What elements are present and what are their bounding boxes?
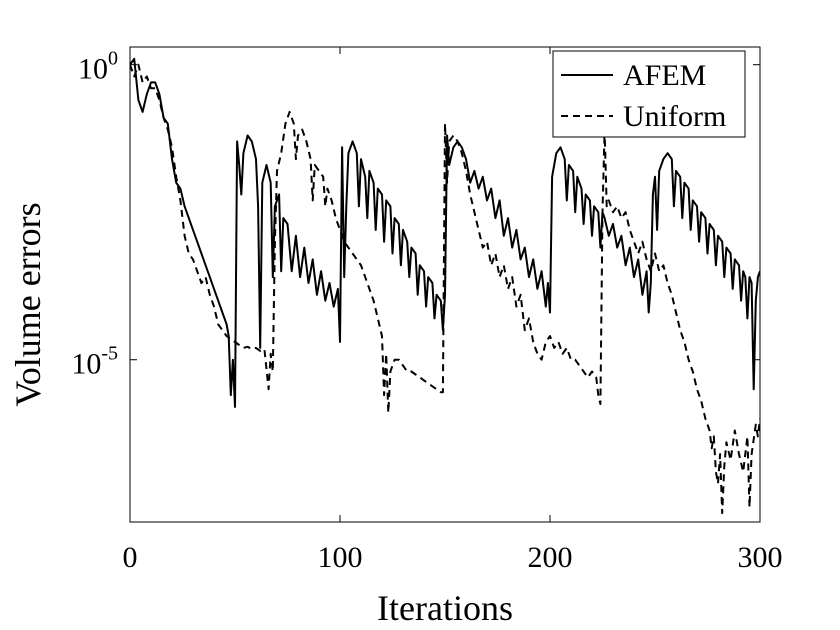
x-tick-label: 300 [738,541,783,574]
axes-box [129,46,761,523]
series-line-uniform [130,63,760,515]
legend: AFEM Uniform [552,50,746,138]
y-axis-label: Volume errors [8,202,48,406]
x-tick-label: 0 [123,541,138,574]
legend-box [552,50,746,138]
y-tick-label: 100 [78,48,118,86]
y-tick-label: 10-5 [71,343,118,381]
x-tick-label: 100 [318,541,363,574]
series-layer [130,57,760,515]
ticks-layer: 0 100 200 300 100 10-5 [71,47,783,574]
x-tick-label: 200 [528,541,573,574]
legend-label-afem: AFEM [623,59,706,92]
legend-label-uniform: Uniform [623,100,726,133]
x-axis-label: Iterations [377,588,513,628]
